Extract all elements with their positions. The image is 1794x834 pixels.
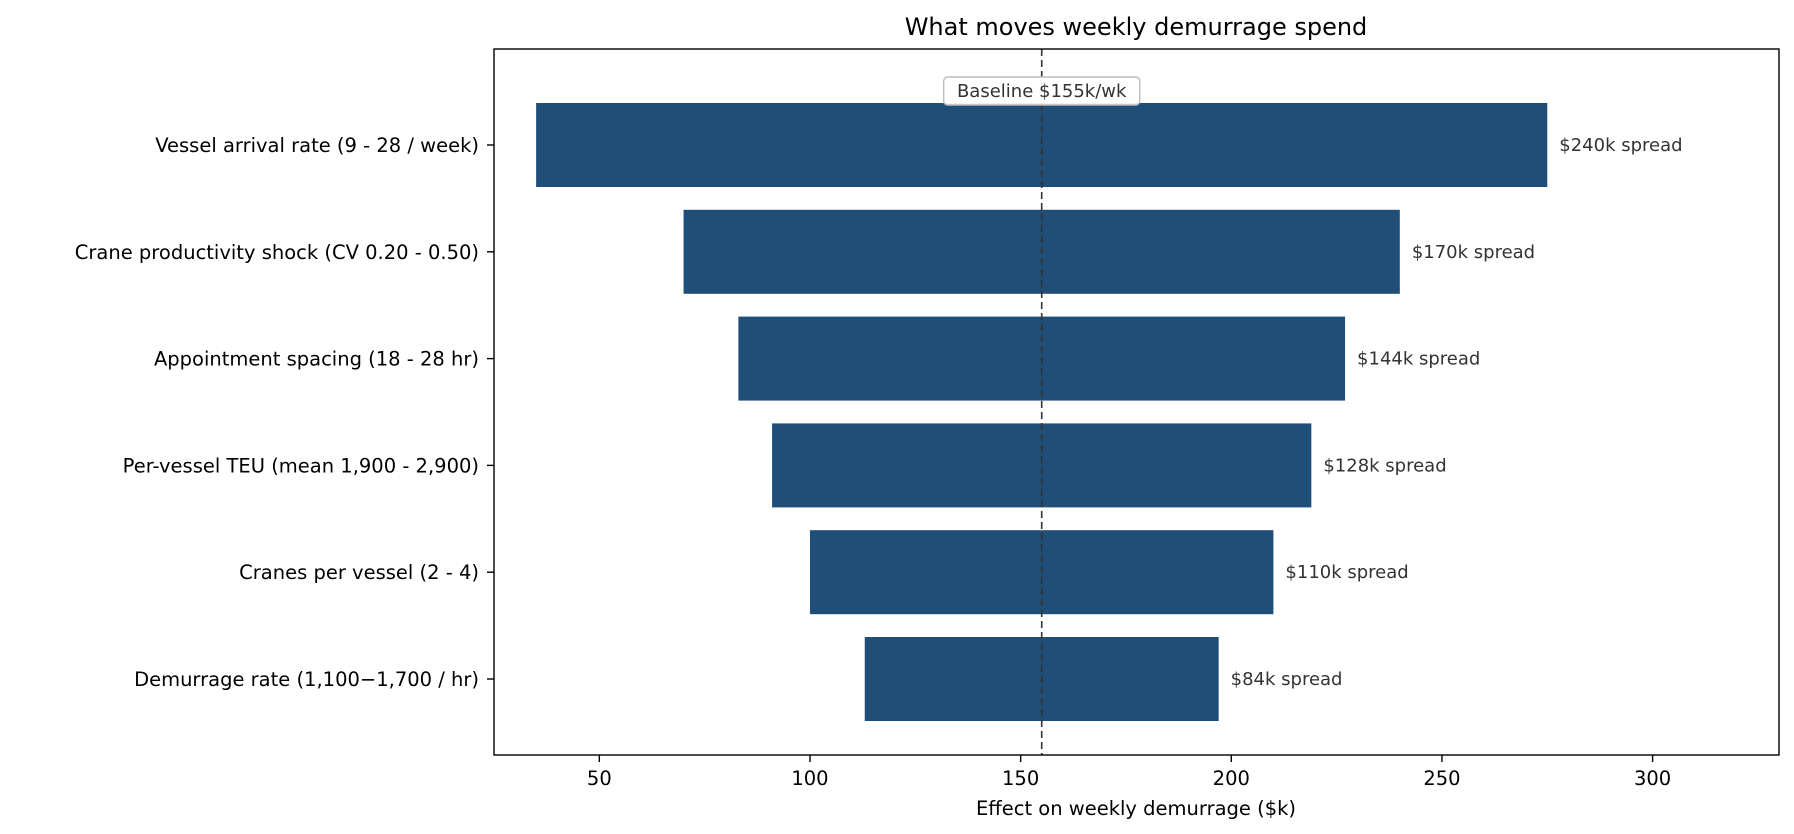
x-axis: 50 100 150 200 250 300: [587, 755, 1671, 790]
x-tick-label: 150: [1002, 767, 1039, 790]
y-tick-label: Per-vessel TEU (mean 1,900 - 2,900): [123, 454, 479, 477]
x-tick-label: 200: [1213, 767, 1250, 790]
spread-label: $128k spread: [1323, 455, 1446, 476]
x-axis-label: Effect on weekly demurrage ($k): [976, 797, 1296, 820]
y-tick-label: Demurrage rate (1,100−1,700 / hr): [134, 668, 479, 691]
spread-label: $240k spread: [1559, 135, 1682, 156]
y-tick-label: Cranes per vessel (2 - 4): [239, 561, 479, 584]
spread-label: $110k spread: [1285, 562, 1408, 583]
spread-label: $170k spread: [1412, 242, 1535, 263]
data-labels: $240k spread $170k spread $144k spread $128…: [1231, 135, 1683, 690]
baseline-label-box: [943, 76, 1141, 106]
x-tick-label: 50: [587, 767, 612, 790]
x-tick-label: 300: [1634, 767, 1671, 790]
spread-label: $144k spread: [1357, 349, 1480, 370]
baseline-label: Baseline $155k/wk: [957, 81, 1127, 102]
baseline-layer: Baseline $155k/wk: [943, 49, 1141, 755]
y-tick-label: Crane productivity shock (CV 0.20 - 0.50…: [75, 241, 479, 264]
plot-frame: [493, 48, 1780, 756]
x-tick-label: 100: [791, 767, 828, 790]
y-tick-label: Vessel arrival rate (9 - 28 / week): [155, 134, 479, 157]
chart-title: What moves weekly demurrage spend: [905, 13, 1368, 41]
y-tick-label: Appointment spacing (18 - 28 hr): [154, 348, 479, 371]
x-tick-label: 250: [1423, 767, 1460, 790]
spread-label: $84k spread: [1231, 669, 1343, 690]
y-axis: Vessel arrival rate (9 - 28 / week) Crane…: [75, 134, 494, 691]
